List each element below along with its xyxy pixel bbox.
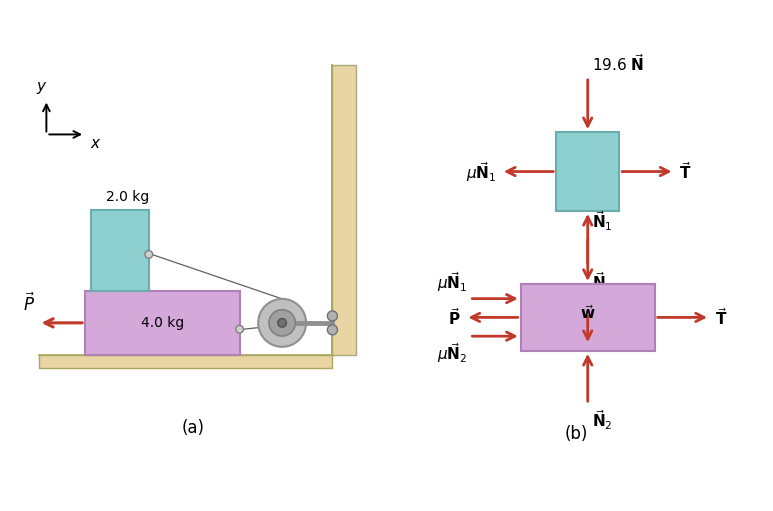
Text: 19.6 $\vec{\mathbf{N}}$: 19.6 $\vec{\mathbf{N}}$ [592, 53, 645, 74]
Text: $\vec{\mathbf{N}}_1$: $\vec{\mathbf{N}}_1$ [592, 270, 613, 294]
Text: $\vec{\mathbf{P}}$: $\vec{\mathbf{P}}$ [448, 307, 461, 328]
Text: $\vec{P}$: $\vec{P}$ [23, 293, 35, 315]
Bar [521, 284, 655, 351]
Text: $\vec{\mathbf{w}}$: $\vec{\mathbf{w}}$ [580, 305, 595, 322]
Text: $\mu\vec{\mathbf{N}}_1$: $\mu\vec{\mathbf{N}}_1$ [465, 159, 496, 183]
Circle shape [258, 299, 306, 347]
Text: 4.0 kg: 4.0 kg [141, 316, 184, 330]
Text: $\mu\vec{\mathbf{N}}_1$: $\mu\vec{\mathbf{N}}_1$ [437, 270, 468, 294]
Text: 2.0 kg: 2.0 kg [106, 190, 149, 204]
Text: $\vec{\mathbf{T}}$: $\vec{\mathbf{T}}$ [679, 161, 692, 182]
Bar [85, 291, 240, 355]
Text: $\mu\vec{\mathbf{N}}_2$: $\mu\vec{\mathbf{N}}_2$ [437, 341, 468, 365]
Circle shape [145, 250, 153, 259]
Bar [332, 65, 356, 355]
Bar [557, 132, 619, 211]
Text: x: x [91, 136, 100, 151]
Text: $\vec{\mathbf{N}}_2$: $\vec{\mathbf{N}}_2$ [592, 408, 613, 432]
Circle shape [269, 310, 295, 336]
Circle shape [328, 311, 338, 321]
Bar [39, 355, 332, 368]
Circle shape [328, 325, 338, 335]
Text: (a): (a) [182, 419, 205, 437]
Text: (b): (b) [564, 425, 587, 443]
Text: $\vec{\mathbf{T}}$: $\vec{\mathbf{T}}$ [715, 307, 727, 328]
Circle shape [236, 326, 243, 333]
Text: $\vec{\mathbf{N}}_1$: $\vec{\mathbf{N}}_1$ [592, 210, 613, 234]
Circle shape [278, 318, 287, 327]
Bar [91, 210, 149, 291]
Text: y: y [36, 79, 45, 94]
